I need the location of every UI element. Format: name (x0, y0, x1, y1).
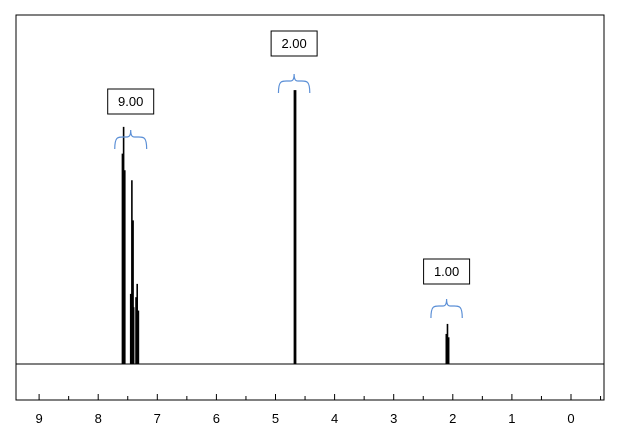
x-tick-label: 2 (449, 411, 456, 426)
x-tick-label: 1 (508, 411, 515, 426)
x-axis: 9 8 7 6 5 4 3 2 1 0 (35, 394, 602, 426)
spectrum-layer (16, 90, 604, 365)
integral-label-box (270, 30, 318, 57)
x-tick-label: 0 (567, 411, 574, 426)
x-tick-label: 3 (390, 411, 397, 426)
integral-bracket (277, 73, 311, 94)
integral-value: 1.00 (434, 264, 459, 279)
integral-value: 2.00 (281, 36, 306, 51)
integral-label-box (107, 88, 155, 115)
integral-layer: 9.00 2.00 1.00 (107, 30, 471, 319)
x-tick-label: 6 (213, 411, 220, 426)
integral-bracket (114, 129, 148, 150)
x-tick-label: 9 (35, 411, 42, 426)
x-tick-label: 7 (154, 411, 161, 426)
integral-bracket (430, 298, 463, 319)
x-tick-label: 8 (95, 411, 102, 426)
plot-frame (15, 14, 605, 401)
integral-value: 9.00 (118, 94, 143, 109)
integral-label-box (423, 258, 471, 285)
x-tick-label: 4 (331, 411, 338, 426)
x-tick-label: 5 (272, 411, 279, 426)
